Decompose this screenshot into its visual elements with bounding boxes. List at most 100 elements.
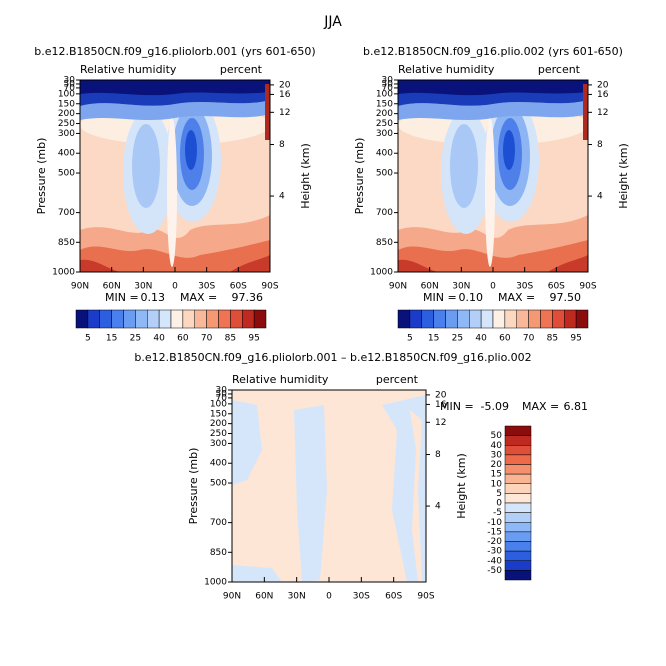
min-text: MIN =	[423, 291, 457, 304]
y2-tick-label: 8	[435, 450, 441, 460]
y-axis-title: Pressure (mb)	[35, 138, 48, 215]
min-text: MIN =	[440, 400, 474, 413]
colorbar-box	[123, 309, 136, 329]
x-tick-label: 30S	[353, 592, 370, 602]
colorbar-box	[504, 531, 532, 542]
colorbar-box	[147, 309, 160, 329]
y-tick-label: 200	[58, 109, 75, 119]
y-tick-label: 850	[210, 548, 227, 558]
colorbar-box	[87, 309, 100, 329]
colorbar-box	[504, 550, 532, 561]
max-value: 97.36	[232, 291, 264, 304]
y-tick-label: 300	[376, 129, 393, 139]
min-value: -5.09	[481, 400, 509, 413]
colorbar-box	[504, 512, 532, 523]
x-tick-label: 60N	[103, 282, 121, 292]
colorbar-box	[504, 570, 532, 581]
x-tick-label: 30S	[198, 282, 215, 292]
max-value: 97.50	[550, 291, 582, 304]
colorbar-label: -40	[487, 556, 502, 566]
y2-tick-label: 8	[597, 140, 603, 150]
colorbar-label: -10	[487, 518, 502, 528]
colorbar-box	[457, 309, 470, 329]
x-tick-label: 90N	[389, 282, 407, 292]
contour-fill	[232, 390, 426, 582]
y-tick-label: 200	[210, 419, 227, 429]
colorbar-label: -20	[487, 537, 502, 547]
colorbar-label: 30	[491, 450, 503, 460]
y-axis-title: Pressure (mb)	[187, 448, 200, 525]
panel-title: b.e12.B1850CN.f09_g16.pliolorb.001 – b.e…	[134, 351, 531, 364]
max-text: MAX =	[180, 291, 217, 304]
y2-tick-label: 4	[279, 192, 285, 202]
colorbar-box	[242, 309, 255, 329]
colorbar-label: -30	[487, 547, 502, 557]
y-tick-label: 30	[382, 76, 394, 86]
colorbar-label: 5	[85, 334, 91, 344]
colorbar-box	[409, 309, 422, 329]
y2-tick-label: 8	[279, 140, 285, 150]
x-tick-label: 90N	[71, 282, 89, 292]
y-tick-label: 1000	[52, 268, 75, 278]
colorbar-label: 85	[225, 334, 236, 344]
colorbar-box	[421, 309, 434, 329]
x-tick-label: 90S	[579, 282, 596, 292]
colorbar-box	[469, 309, 482, 329]
colorbar-box	[504, 425, 532, 436]
colorbar-label: 60	[177, 334, 189, 344]
y-tick-label: 300	[58, 129, 75, 139]
min-value: 0.10	[459, 291, 484, 304]
max-text: MAX =	[522, 400, 559, 413]
y-tick-label: 400	[210, 459, 227, 469]
y-tick-label: 250	[376, 119, 393, 129]
colorbar-box	[540, 309, 553, 329]
units: percent	[220, 63, 263, 76]
colorbar-label: 85	[547, 334, 558, 344]
colorbar-label: 25	[452, 334, 463, 344]
y-tick-label: 150	[376, 99, 393, 109]
y-axis-title: Pressure (mb)	[353, 138, 366, 215]
y-tick-label: 700	[376, 208, 393, 218]
field-name: Relative humidity	[232, 373, 329, 386]
colorbar-box	[504, 309, 517, 329]
y-tick-label: 70	[64, 83, 76, 93]
colorbar-box	[492, 309, 506, 329]
colorbar-box	[182, 309, 195, 329]
y-tick-label: 50	[64, 79, 76, 89]
colorbar-label: 95	[570, 334, 581, 344]
colorbar-box	[194, 309, 207, 329]
x-tick-label: 30N	[288, 592, 306, 602]
colorbar-box	[504, 541, 532, 552]
colorbar-label: 0	[496, 499, 502, 509]
y-tick-label: 1000	[370, 268, 393, 278]
colorbar-box	[206, 309, 219, 329]
x-tick-label: 60N	[255, 592, 273, 602]
panel-title: b.e12.B1850CN.f09_g16.pliolorb.001 (yrs …	[34, 45, 315, 58]
y-tick-label: 1000	[204, 578, 227, 588]
colorbar-box	[504, 493, 532, 504]
colorbar-box	[445, 309, 458, 329]
y-tick-label: 400	[376, 149, 393, 159]
max-value: 6.81	[564, 400, 589, 413]
x-tick-label: 0	[172, 282, 178, 292]
y-tick-label: 700	[58, 208, 75, 218]
y2-tick-label: 12	[597, 108, 608, 118]
colorbar-label: 15	[428, 334, 439, 344]
contour-fill	[80, 80, 270, 272]
y-tick-label: 500	[210, 479, 227, 489]
colorbar-box	[480, 309, 494, 329]
colorbar-box	[504, 454, 532, 465]
min-text: MIN =	[105, 291, 139, 304]
colorbar-label: -5	[493, 508, 502, 518]
max-text: MAX =	[498, 291, 535, 304]
y-tick-label: 150	[58, 99, 75, 109]
y-tick-label: 100	[210, 399, 227, 409]
colorbar-box	[564, 309, 577, 329]
colorbar-label: -50	[487, 566, 502, 576]
colorbar-box	[504, 522, 532, 533]
colorbar-label: -15	[487, 527, 502, 537]
y-tick-label: 50	[382, 79, 394, 89]
colorbar-label: 25	[130, 334, 141, 344]
y-tick-label: 500	[58, 169, 75, 179]
